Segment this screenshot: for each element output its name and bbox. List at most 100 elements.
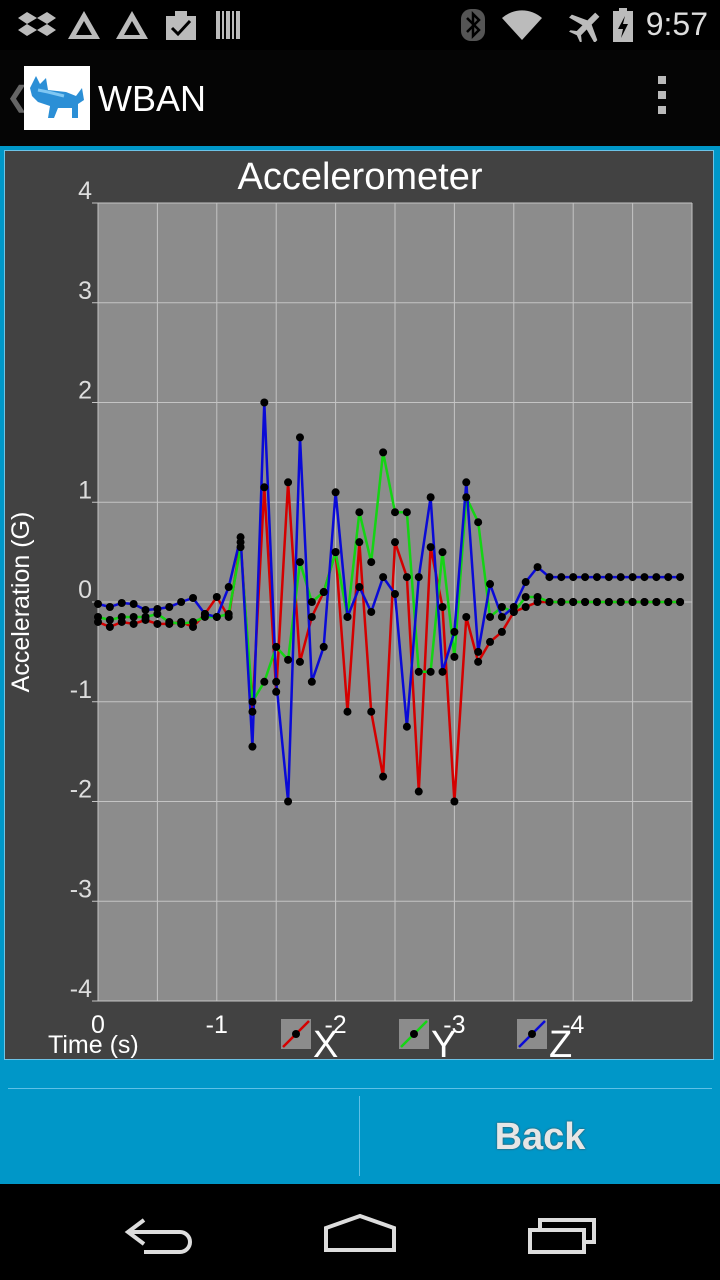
clock: 9:57 <box>645 6 708 42</box>
airplane-icon <box>569 12 600 42</box>
data-point-z <box>343 612 352 621</box>
data-point-x <box>426 543 435 552</box>
data-point-x <box>212 593 221 602</box>
dropbox-icon <box>18 12 56 36</box>
data-point-y <box>379 448 388 457</box>
data-point-z <box>497 612 506 621</box>
clipboard-check-icon <box>166 11 196 40</box>
back-button[interactable]: Back <box>494 1115 586 1158</box>
data-point-x <box>450 797 459 806</box>
data-point-z <box>236 533 245 542</box>
data-point-z <box>331 488 340 497</box>
data-point-x <box>462 612 471 621</box>
data-point-z <box>402 722 411 731</box>
x-tick-label: -3 <box>443 1011 465 1039</box>
x-tick-labels: 0 -1 -2 -3 -4 <box>91 1011 584 1039</box>
data-point-x <box>248 707 257 716</box>
data-point-z <box>616 573 625 582</box>
legend-label-x: X <box>313 1024 338 1061</box>
data-point-y <box>236 543 245 552</box>
data-point-z <box>474 647 483 656</box>
y-tick-label: 2 <box>78 377 92 405</box>
data-point-y <box>307 598 316 606</box>
data-point-z <box>509 602 518 611</box>
data-point-z <box>426 493 435 502</box>
bluetooth-icon <box>461 9 485 41</box>
data-point-z <box>165 602 174 611</box>
data-point-y <box>664 598 673 606</box>
data-point-x <box>474 657 483 666</box>
data-point-z <box>105 602 114 611</box>
x-axis-label: Time (s) <box>48 1031 139 1059</box>
data-point-y <box>260 677 269 686</box>
data-point-z <box>141 605 150 614</box>
back-icon[interactable] <box>122 1214 196 1254</box>
data-point-z <box>355 583 364 592</box>
data-point-x <box>379 772 388 781</box>
data-point-x <box>105 622 114 631</box>
legend-marker-y <box>410 1030 418 1038</box>
data-point-x <box>260 483 269 492</box>
y-tick-label: 4 <box>78 177 92 205</box>
x-tick-label: -1 <box>206 1011 228 1039</box>
chart-panel: 4 3 2 1 0 -1 -2 -3 -4 0 -1 -2 -3 -4 Accelerometer Ac… <box>4 150 714 1061</box>
data-point-y <box>474 518 483 527</box>
data-point-y <box>569 598 578 606</box>
y-tick-label: 1 <box>78 476 92 504</box>
data-point-y <box>295 558 304 567</box>
data-point-y <box>94 612 102 621</box>
legend: X Y Z <box>281 1019 572 1061</box>
data-point-x <box>153 619 162 628</box>
data-point-z <box>592 573 601 582</box>
data-point-z <box>295 433 304 442</box>
data-point-z <box>604 573 613 582</box>
home-icon[interactable] <box>322 1212 398 1254</box>
data-point-y <box>616 598 625 606</box>
data-point-z <box>652 573 661 582</box>
data-point-z <box>153 604 162 613</box>
overflow-menu-icon[interactable] <box>656 76 668 122</box>
action-bar: ❮ WBAN <box>0 50 720 148</box>
data-point-x <box>129 619 138 628</box>
x-tick-label: -4 <box>562 1011 584 1039</box>
data-point-x <box>486 637 495 646</box>
y-tick-label: -3 <box>70 875 92 903</box>
data-point-x <box>272 687 281 696</box>
data-point-z <box>581 573 590 582</box>
data-point-y <box>676 598 685 606</box>
y-tick-label: -4 <box>70 975 92 1003</box>
y-axis-label: Acceleration (G) <box>7 512 35 693</box>
app-title: WBAN <box>98 78 206 119</box>
data-point-y <box>129 612 138 621</box>
data-point-x <box>521 602 530 611</box>
y-tick-label: -1 <box>70 676 92 704</box>
accelerometer-chart: 4 3 2 1 0 -1 -2 -3 -4 0 -1 -2 -3 -4 Accelerometer Ac… <box>7 156 693 1061</box>
data-point-z <box>260 398 269 407</box>
data-point-y <box>486 612 495 621</box>
data-point-z <box>450 627 459 636</box>
data-point-z <box>284 797 293 806</box>
status-bar: 9:57 <box>0 0 720 50</box>
recents-icon[interactable] <box>526 1216 600 1256</box>
divider <box>8 1088 712 1089</box>
app-logo[interactable] <box>24 66 90 130</box>
data-point-y <box>414 667 423 676</box>
legend-marker-x <box>292 1030 300 1038</box>
battery-charging-icon <box>613 8 633 42</box>
legend-label-z: Z <box>549 1024 572 1061</box>
up-caret-icon[interactable]: ❮ <box>6 81 30 112</box>
data-point-x <box>438 602 447 611</box>
data-point-z <box>521 578 530 587</box>
data-point-y <box>165 617 174 626</box>
data-point-x <box>367 707 376 716</box>
left-button[interactable] <box>0 1096 359 1178</box>
data-point-z <box>533 563 542 572</box>
data-point-y <box>533 593 542 602</box>
data-point-x <box>343 707 352 716</box>
data-point-z <box>462 478 471 487</box>
data-point-y <box>105 615 114 624</box>
data-point-y <box>117 612 126 621</box>
data-point-y <box>141 612 150 621</box>
data-point-z <box>379 573 388 582</box>
data-point-x <box>284 478 293 487</box>
